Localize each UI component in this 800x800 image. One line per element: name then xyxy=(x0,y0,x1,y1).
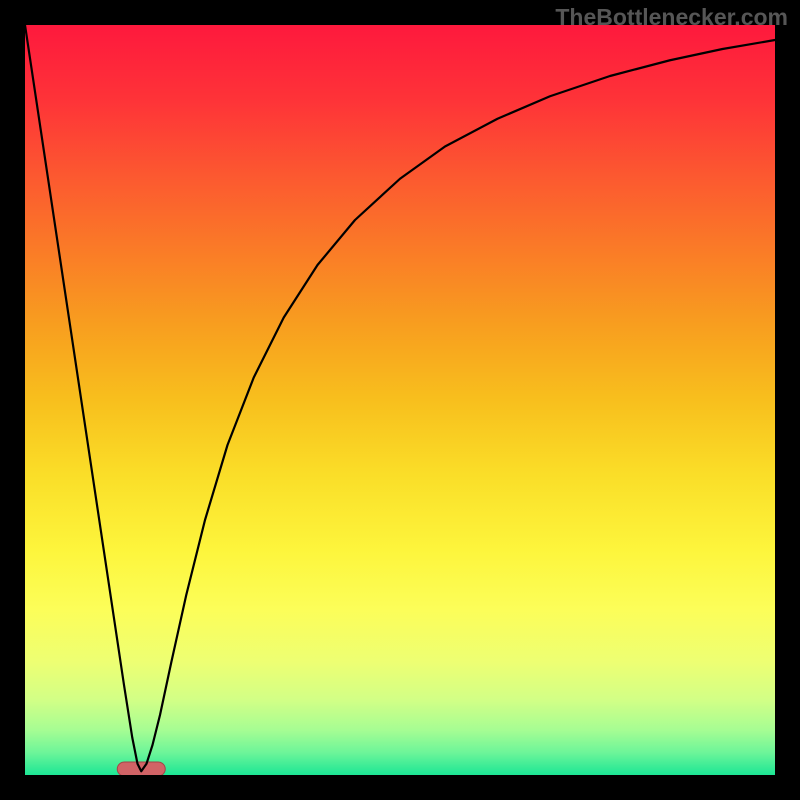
watermark-text: TheBottlenecker.com xyxy=(555,4,788,31)
bottleneck-chart: TheBottlenecker.com xyxy=(0,0,800,800)
gradient-background xyxy=(25,25,775,775)
chart-svg xyxy=(0,0,800,800)
